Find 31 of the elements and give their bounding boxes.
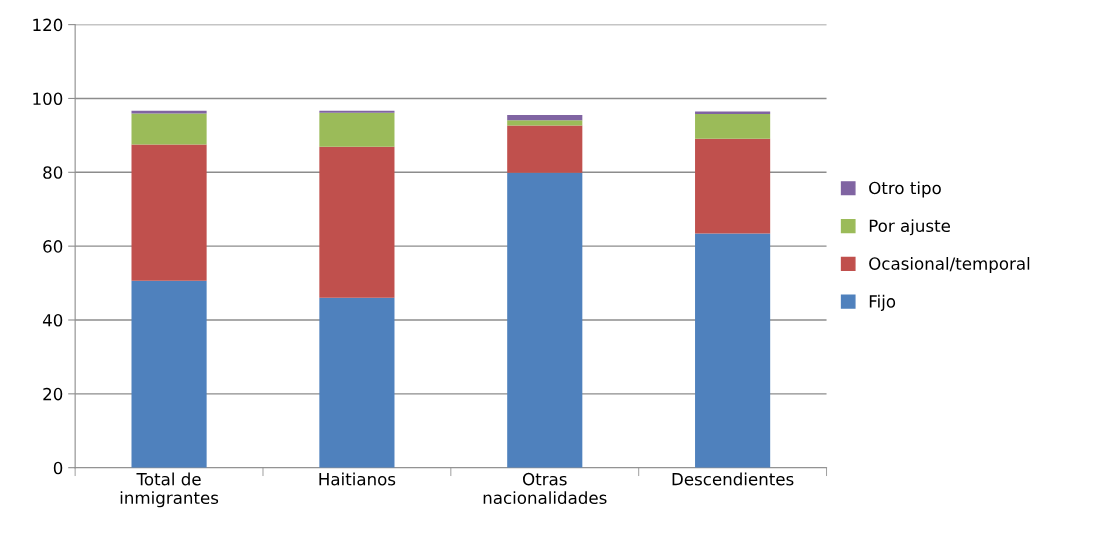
bar: [131, 280, 207, 468]
legend-label: Fijo: [869, 294, 896, 311]
x-tick-label: Haitianos: [319, 472, 396, 486]
bar: [131, 113, 207, 145]
legend-label: Otro tipo: [869, 181, 941, 198]
y-tick-label: 20: [43, 387, 63, 401]
legend-label: Ocasional/temporal: [869, 256, 1030, 274]
y-tick-label: 60: [43, 240, 63, 253]
y-tick-label: 100: [33, 92, 63, 106]
bar: [507, 172, 583, 468]
bar: [695, 111, 771, 114]
bar: [319, 110, 395, 113]
y-tick-label: 80: [43, 166, 63, 179]
y-tick-label: 120: [33, 18, 63, 32]
x-tick-label: Otras nacionalidades: [483, 472, 607, 505]
bar: [695, 138, 771, 234]
bar: [319, 146, 395, 298]
y-tick-label: 40: [42, 313, 63, 327]
y-tick-label: 0: [53, 461, 63, 475]
bar: [319, 297, 395, 468]
bar: [695, 233, 771, 468]
x-tick-label: Descendientes: [672, 472, 794, 486]
bar: [507, 115, 583, 121]
bar: [131, 110, 207, 114]
bar: [507, 125, 583, 173]
bar: [131, 144, 207, 281]
bar: [319, 112, 395, 147]
bar: [507, 120, 583, 126]
bar: [695, 113, 771, 139]
legend-label: Por ajuste: [869, 219, 950, 236]
x-tick-label: Total de inmigrantes: [120, 472, 219, 508]
